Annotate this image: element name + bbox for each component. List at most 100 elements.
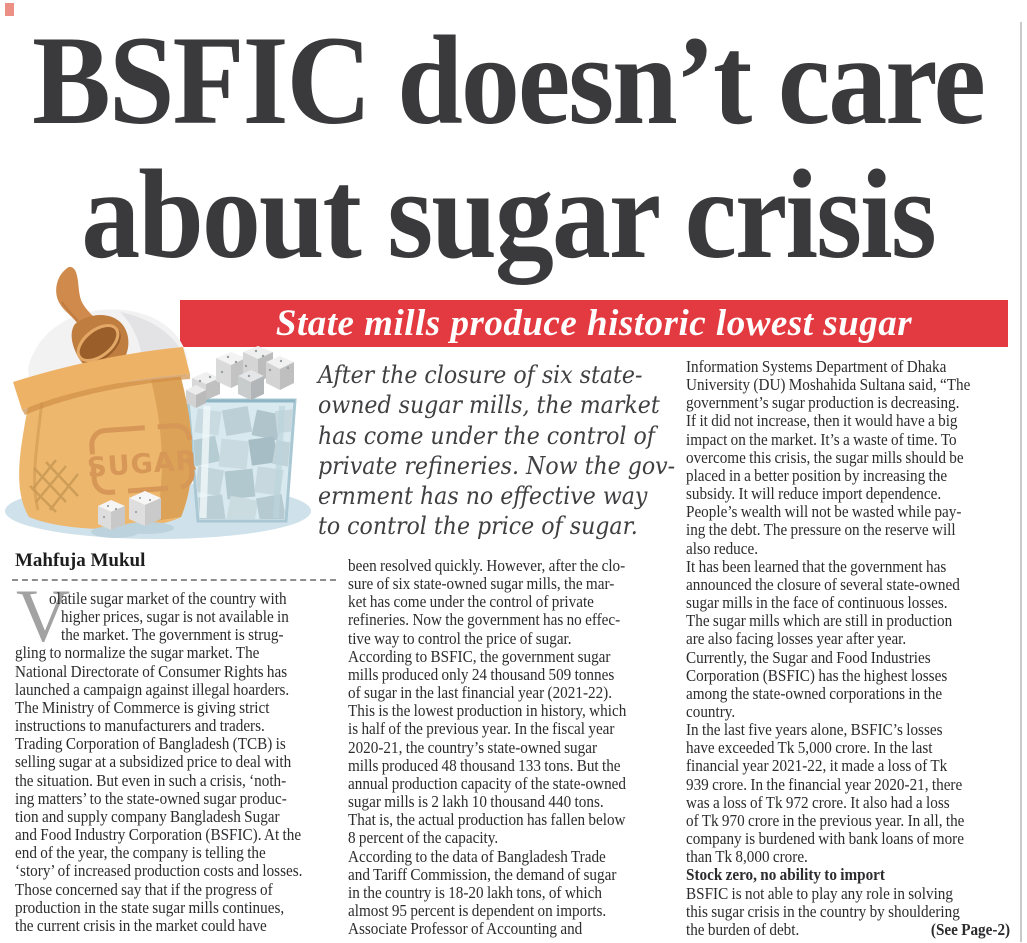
text-line: almost 95 percent is dependent on import… bbox=[348, 900, 607, 920]
text-line: and Food Industry Corporation (BSFIC). A… bbox=[15, 825, 302, 845]
body-column-2: been resolved quickly. However, after th… bbox=[348, 556, 674, 939]
text-line: been resolved quickly. However, after th… bbox=[348, 556, 626, 575]
headline-line-2: about sugar crisis bbox=[81, 143, 937, 286]
text-line: The Ministry of Commerce is giving stric… bbox=[15, 697, 270, 717]
text-line: According to the data of Bangladesh Trad… bbox=[348, 846, 606, 866]
text-line: Associate Professor of Accounting and bbox=[348, 919, 583, 939]
text-line: launched a campaign against illegal hoar… bbox=[15, 679, 290, 699]
text-line: The sugar mills which are still in produ… bbox=[686, 611, 953, 631]
sugar-bag-label: SUGAR bbox=[86, 423, 198, 495]
text-line: 2020-21, the country’s state-owned sugar bbox=[348, 737, 598, 757]
column-1-lines: olatile sugar market of the country with… bbox=[15, 589, 341, 935]
text-line: subsidy. It will reduce import dependenc… bbox=[686, 484, 942, 504]
text-line: 8 percent of the capacity. bbox=[348, 828, 499, 848]
text-line: end of the year, the company is telling … bbox=[15, 843, 266, 863]
column-3-bold-subhead: Stock zero, no ability to import bbox=[686, 865, 885, 885]
bag-rim bbox=[13, 347, 190, 410]
subhead-banner: State mills produce historic lowest suga… bbox=[180, 300, 1008, 347]
lead-paragraph: After the closure of six state-owned sug… bbox=[318, 360, 684, 542]
text-line: overcome this crisis, the sugar mills sh… bbox=[686, 447, 964, 467]
text-line: also reduce. bbox=[686, 538, 759, 558]
text-line: Information Systems Department of Dhaka bbox=[686, 357, 947, 376]
last-line-text: the burden of debt. bbox=[686, 919, 800, 939]
text-line: in the country is 18-20 lakh tons, of wh… bbox=[348, 882, 602, 902]
text-line: placed in a better position by increasin… bbox=[686, 465, 948, 485]
text-line: instructions to manufacturers and trader… bbox=[15, 716, 265, 736]
text-line: National Directorate of Consumer Rights … bbox=[15, 661, 288, 681]
text-line: announced the closure of several state-o… bbox=[686, 574, 960, 594]
text-line: the situation. But even in such a crisis… bbox=[15, 770, 287, 790]
text-line: this sugar crisis in the country by shou… bbox=[686, 901, 960, 921]
text-line: People’s wealth will not be wasted while… bbox=[686, 502, 962, 522]
text-line: Trading Corporation of Bangladesh (TCB) … bbox=[15, 734, 286, 754]
column-3-last-line: the burden of debt. (See Page-2) bbox=[686, 919, 1010, 939]
text-line: In the last five years alone, BSFIC’s lo… bbox=[686, 720, 943, 740]
text-line: mills produced 48 thousand 133 tons. But… bbox=[348, 755, 621, 775]
text-line: mills produced only 24 thousand 509 tonn… bbox=[348, 664, 615, 684]
column-3-lines-after: BSFIC is not able to play any role in so… bbox=[686, 883, 1010, 921]
text-line: That is, the actual production has falle… bbox=[348, 810, 626, 830]
text-line: sugar mills in the face of continuous lo… bbox=[686, 593, 948, 613]
text-line: financial year 2021-22, it made a loss o… bbox=[686, 756, 948, 776]
text-line: has come under the control of bbox=[318, 421, 655, 450]
text-line: sure of six state-owned sugar mills, the… bbox=[348, 574, 615, 594]
text-line: ing matters’ to the state-owned sugar pr… bbox=[15, 788, 287, 808]
text-line: tive way to control the price of sugar. bbox=[348, 628, 572, 648]
drop-cap: V bbox=[16, 575, 71, 658]
text-line: According to BSFIC, the government sugar bbox=[348, 646, 611, 666]
byline: Mahfuja Mukul bbox=[15, 550, 146, 571]
text-line: and Tariff Commission, the demand of sug… bbox=[348, 864, 617, 884]
scoop-icon bbox=[56, 266, 129, 372]
text-line: After the closure of six state- bbox=[318, 361, 643, 389]
text-line: higher prices, sugar is not available in bbox=[61, 607, 289, 627]
text-line: ket has come under the control of privat… bbox=[348, 592, 594, 612]
headline-line-1: BSFIC doesn’t care bbox=[32, 9, 986, 152]
text-line: than Tk 8,000 crore. bbox=[686, 847, 808, 867]
text-line: BSFIC is not able to play any role in so… bbox=[686, 883, 953, 903]
text-line: ernment has no effective way bbox=[318, 482, 648, 511]
sugar-bag-label-text: SUGAR bbox=[86, 445, 198, 484]
text-line: the current crisis in the market could h… bbox=[15, 915, 267, 935]
text-line: refineries. Now the government has no ef… bbox=[348, 610, 621, 630]
text-line: gling to normalize the sugar market. The bbox=[15, 643, 260, 663]
text-line: sugar mills is 2 lakh 10 thousand 440 to… bbox=[348, 792, 604, 812]
column-2-lines: been resolved quickly. However, after th… bbox=[348, 556, 674, 939]
byline-divider bbox=[12, 579, 336, 581]
column-3-lines: Information Systems Department of Dhaka U… bbox=[686, 357, 1010, 867]
text-line: private refineries. Now the gov- bbox=[318, 451, 676, 480]
text-line: production in the state sugar mills cont… bbox=[15, 897, 285, 917]
sugar-cubes-pile-icon bbox=[186, 346, 294, 408]
sugar-cube-glass-icon bbox=[186, 398, 297, 523]
sugar-bag-icon: SUGAR bbox=[13, 266, 198, 529]
text-line: company is burdened with bank loans of m… bbox=[686, 829, 964, 849]
column-rule-right bbox=[1020, 22, 1022, 942]
text-line: tion and supply company Bangladesh Sugar bbox=[15, 806, 280, 826]
text-line: Corporation (BSFIC) has the highest loss… bbox=[686, 665, 948, 685]
text-line: 939 crore. In the financial year 2020-21… bbox=[686, 774, 963, 794]
text-line: This is the lowest production in history… bbox=[348, 701, 627, 721]
text-line: ing the debt. The pressure on the reserv… bbox=[686, 520, 956, 540]
text-line: ‘story’ of increased production costs an… bbox=[15, 861, 303, 881]
text-line: owned sugar mills, the market bbox=[318, 391, 660, 420]
text-line: It has been learned that the government … bbox=[686, 556, 947, 576]
sugar-cube-icon bbox=[91, 491, 174, 538]
text-line: annual production capacity of the state-… bbox=[348, 773, 627, 793]
text-line: are also facing losses year after year. bbox=[686, 629, 907, 649]
text-line: Those concerned say that if the progress… bbox=[15, 879, 273, 899]
text-line: is half of the previous year. In the fis… bbox=[348, 719, 615, 739]
text-line: impact on the market. It’s a waste of ti… bbox=[686, 429, 957, 449]
scan-artifact-red-mark bbox=[5, 3, 14, 16]
body-column-1: olatile sugar market of the country with… bbox=[15, 589, 341, 935]
subhead-banner-text: State mills produce historic lowest suga… bbox=[275, 303, 913, 344]
text-line: selling sugar at a subsidized price to d… bbox=[15, 752, 292, 772]
text-line: among the state-owned corporations in th… bbox=[686, 683, 943, 703]
text-line: to control the price of sugar. bbox=[318, 512, 638, 541]
text-line: Currently, the Sugar and Food Industries bbox=[686, 647, 931, 667]
continuation-note: (See Page-2) bbox=[930, 919, 1010, 939]
text-line: country. bbox=[686, 701, 736, 721]
sugar-illustration: SUGAR bbox=[5, 266, 311, 539]
bag-texture-hatch bbox=[29, 459, 79, 513]
text-line: of Tk 970 crore in the previous year. In… bbox=[686, 810, 965, 830]
text-line: of sugar in the last financial year (202… bbox=[348, 683, 613, 703]
text-line: If it did not increase, then it would ha… bbox=[686, 411, 958, 431]
